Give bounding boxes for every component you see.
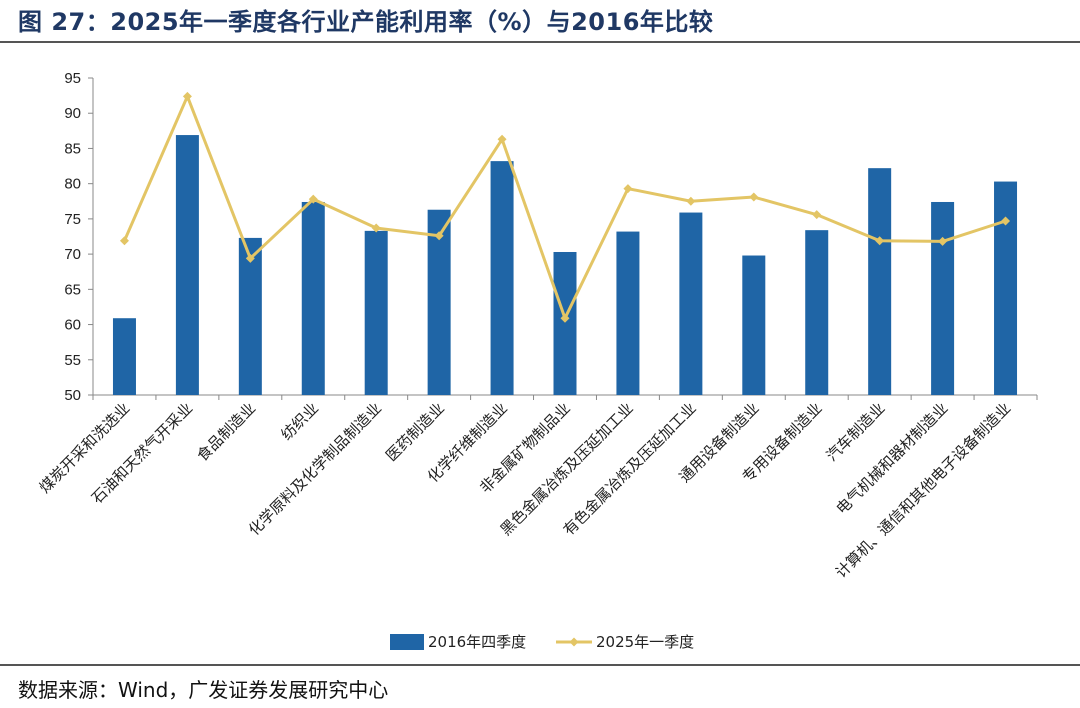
y-tick-label: 80 (64, 176, 81, 193)
point-2025q1 (938, 236, 948, 246)
legend-swatch-bar (390, 634, 424, 650)
legend-label-2025q1: 2025年一季度 (596, 633, 694, 651)
x-category-label: 医药制造业 (382, 399, 448, 465)
point-2025q1 (308, 194, 318, 204)
bar-2016q4 (238, 237, 262, 395)
bar-2016q4 (742, 255, 766, 395)
bar-2016q4 (112, 318, 136, 395)
bar-2016q4 (301, 201, 325, 395)
point-2025q1 (875, 236, 885, 246)
point-2025q1 (686, 196, 696, 206)
legend-label-2016q4: 2016年四季度 (428, 633, 526, 651)
source-note: 数据来源：Wind，广发证券发展研究中心 (18, 678, 389, 702)
bar-2016q4 (679, 212, 703, 395)
bar-2016q4 (364, 230, 388, 395)
y-tick-label: 85 (64, 140, 81, 157)
point-2025q1 (245, 253, 255, 263)
y-tick-label: 60 (64, 317, 81, 334)
x-category-label: 汽车制造业 (823, 399, 889, 465)
point-2025q1 (371, 223, 381, 233)
point-2025q1 (560, 313, 570, 323)
x-category-label: 电气机械和器材制造业 (833, 399, 952, 518)
x-category-label: 化学原料及化学制品制造业 (245, 399, 385, 539)
bar-2016q4 (994, 181, 1018, 395)
y-tick-label: 55 (64, 352, 81, 369)
y-tick-label: 75 (64, 211, 81, 228)
point-2025q1 (1001, 216, 1011, 226)
chart-title: 图 27：2025年一季度各行业产能利用率（%）与2016年比较 (18, 8, 714, 36)
point-2025q1 (812, 210, 822, 220)
bar-2016q4 (931, 201, 955, 395)
x-category-label: 食品制造业 (193, 399, 259, 465)
point-2025q1 (119, 236, 129, 246)
point-2025q1 (749, 192, 759, 202)
point-2025q1 (182, 91, 192, 101)
y-tick-label: 50 (64, 387, 81, 404)
bar-2016q4 (175, 135, 199, 395)
bar-2016q4 (553, 251, 577, 395)
y-tick-label: 70 (64, 246, 81, 263)
source-divider (0, 664, 1080, 666)
legend-swatch-marker (569, 637, 579, 647)
title-divider (0, 41, 1080, 43)
y-tick-label: 90 (64, 105, 81, 122)
bar-2016q4 (427, 209, 451, 395)
point-2025q1 (623, 184, 633, 194)
bar-2016q4 (868, 168, 892, 395)
chart: 50556065707580859095煤炭开采和洗选业石油和天然气开采业食品制… (36, 70, 1038, 651)
y-tick-label: 95 (64, 70, 81, 87)
point-2025q1 (497, 134, 507, 144)
x-category-label: 纺织业 (278, 399, 323, 444)
y-tick-label: 65 (64, 281, 81, 298)
point-2025q1 (434, 231, 444, 241)
bar-2016q4 (616, 231, 640, 395)
bar-2016q4 (805, 230, 829, 395)
bar-2016q4 (490, 161, 514, 395)
